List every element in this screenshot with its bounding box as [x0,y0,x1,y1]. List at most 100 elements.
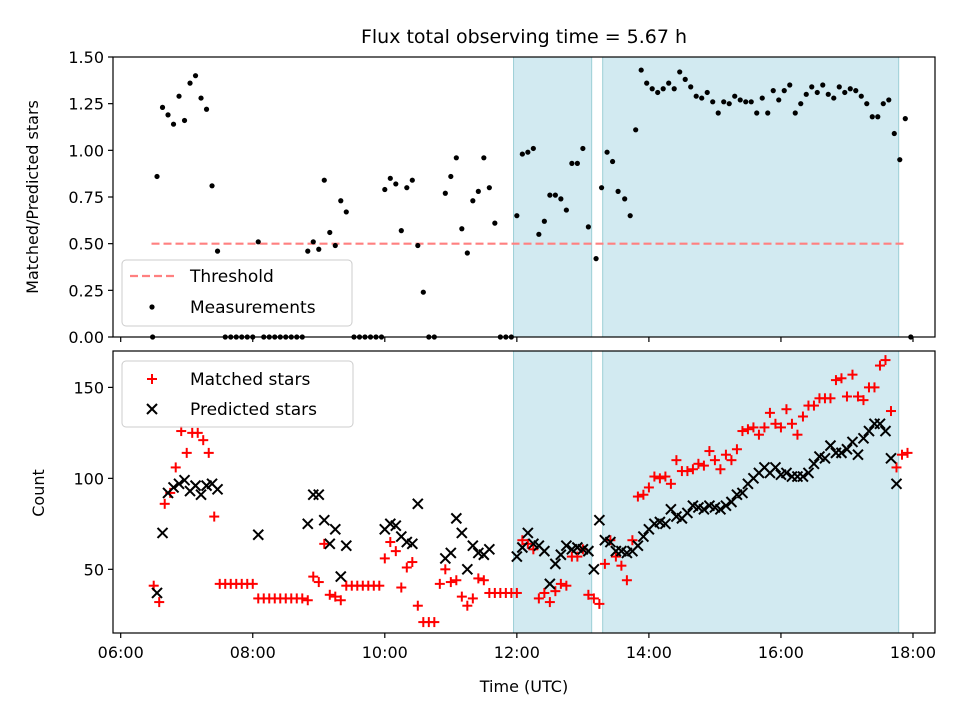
matched-star-point [709,455,720,466]
matched-star-point [841,391,852,402]
measurement-point [655,89,661,96]
predicted-star-point [857,432,870,445]
observing-interval-1 [513,56,593,338]
measurement-point [321,177,327,183]
measurement-point [609,158,616,165]
matched-star-point [533,593,544,604]
matched-star-point [781,404,792,415]
measurement-point [671,86,677,92]
measurement-point [165,112,171,118]
matched-star-point [902,447,913,458]
predicted-star-point [538,545,551,557]
measurement-point [420,289,426,295]
measurement-point [569,160,575,166]
matched-star-point [825,393,836,404]
predicted-star-point [324,538,336,550]
matched-star-point [511,587,522,598]
matched-star-point [715,464,726,475]
matched-star-point [159,498,170,509]
measurement-point [770,88,776,94]
matched-star-point [869,382,880,393]
bottom-xtick-label: 14:00 [626,643,672,662]
matched-star-point [599,558,610,569]
matched-star-point [517,535,528,546]
measurement-point [688,84,694,90]
matched-star-point [198,435,209,446]
matched-star-point [682,466,693,477]
predicted-star-point [456,527,468,539]
measurement-point [803,91,809,97]
measurement-point [627,213,633,219]
measurement-point [574,160,580,166]
predicted-star-point [211,483,224,495]
measurement-point [814,89,820,96]
measurement-point [792,110,798,116]
measurement-point [305,248,311,254]
measurement-point [858,93,864,99]
predicted-star-point [189,479,202,492]
matched-star-point [555,578,566,589]
measurement-point [836,84,842,90]
predicted-star-point [632,539,644,552]
predicted-star-point [588,563,600,576]
matched-star-point [550,586,561,597]
bottom-legend: Matched stars Predicted stars [121,360,354,428]
measurement-point [415,242,421,249]
measurement-point [776,97,782,103]
measurement-point [255,239,261,245]
matched-star-point [451,575,462,586]
measurement-point [310,239,316,245]
matched-star-point [561,580,572,591]
predicted-star-point [819,452,831,465]
measurement-point [382,186,388,193]
measurement-point [897,157,903,163]
matched-star-point [588,593,599,604]
measurement-point [316,246,322,252]
measurement-point [470,198,476,204]
predicted-star-point [302,518,314,530]
predicted-star-point [769,461,782,474]
predicted-star-point [808,458,820,470]
top-ytick-label: 0.50 [68,235,104,254]
predicted-star-point [846,436,859,448]
measurement-point [492,220,498,226]
observing-interval-2 [602,350,900,634]
measurement-point [880,101,886,107]
measurement-point [886,97,892,103]
matched-star-point [775,422,786,433]
measurement-point [615,188,621,194]
matched-star-point [324,589,335,600]
measurement-point [404,185,410,191]
measurement-point [604,149,610,155]
matched-star-point [308,571,319,582]
legend-matched-swatch [147,374,157,384]
matched-star-point [203,447,214,458]
matched-star-point [429,617,440,628]
matched-star-point [720,449,731,460]
matched-star-point [830,375,841,386]
matched-star-point [665,478,676,489]
matched-star-point [412,600,423,611]
matched-star-point [401,562,412,573]
predicted-star-point [156,527,169,539]
matched-star-point [627,535,638,546]
matched-star-point [786,418,797,429]
matched-star-point [654,473,665,484]
measurement-point [187,80,193,86]
measurement-point [198,95,204,101]
bottom-xtick-label: 06:00 [98,643,144,662]
matched-star-point [605,535,616,546]
predicted-star-point [340,539,352,552]
measurement-point [387,175,393,181]
measurement-point [393,181,399,187]
top-x-ticks [120,337,914,342]
matched-star-point [759,422,770,433]
measurement-point [530,145,536,152]
legend-threshold-label: Threshold [189,267,274,287]
predicted-star-point [681,507,694,519]
predicted-star-point [582,545,595,557]
predicted-star-point [461,563,474,576]
measurement-point [176,93,182,99]
measurement-point [536,231,542,237]
predicted-star-point [167,481,180,494]
